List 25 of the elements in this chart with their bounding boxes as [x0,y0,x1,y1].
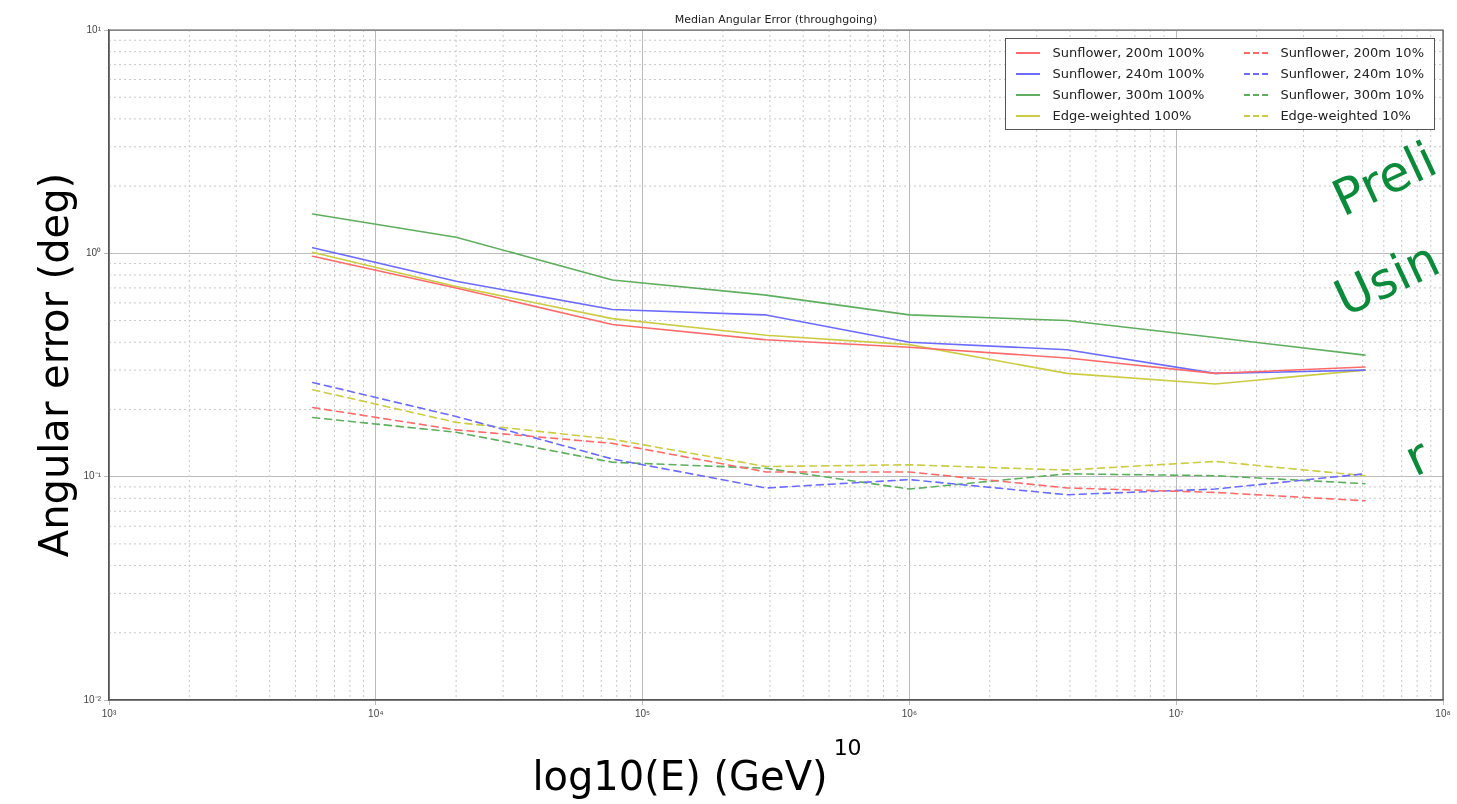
x-tick-label: 10⁸ [1435,707,1451,719]
y-tick-label: 10⁻² [83,693,102,705]
legend-label: Sunflower, 200m 10% [1280,45,1424,60]
legend-label: Sunflower, 300m 100% [1052,87,1205,102]
legend-label: Sunflower, 200m 100% [1052,45,1205,60]
x-axis-title: log10(E) (GeV) [532,753,828,799]
x-tick-label: 10⁵ [634,707,651,719]
annotation: Preli [1323,130,1446,228]
annotation: r [1395,426,1439,488]
chart-title: Median Angular Error (throughgoing) [674,13,878,27]
x-tick-label: 10⁴ [368,707,384,719]
legend-label: Edge-weighted 10% [1280,108,1411,123]
legend-label: Sunflower, 240m 10% [1280,66,1424,81]
y-axis-title: Angular error (deg) [31,172,78,558]
y-tick-label: 10¹ [86,23,102,35]
text: 10 [833,735,862,760]
y-tick-label: 10⁰ [85,247,101,259]
legend-label: Sunflower, 240m 100% [1052,66,1205,81]
x-tick-label: 10³ [101,707,117,719]
legend-label: Sunflower, 300m 10% [1280,87,1424,102]
x-tick-label: 10⁷ [1168,707,1184,719]
y-tick-label: 10⁻¹ [83,470,102,482]
legend-label: Edge-weighted 100% [1052,108,1192,123]
annotation: Usin [1325,229,1449,328]
x-tick-label: 10⁶ [901,707,918,719]
